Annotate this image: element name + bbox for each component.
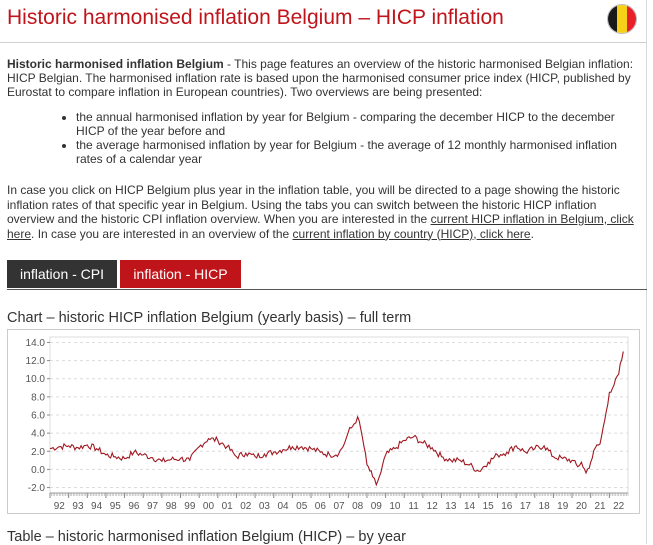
x-tick-label: 01 — [222, 501, 234, 512]
x-tick-label: 92 — [54, 501, 66, 512]
inflation-tabs: inflation - CPI inflation - HICP — [7, 260, 647, 290]
x-tick-label: 05 — [296, 501, 308, 512]
x-tick-label: 13 — [445, 501, 457, 512]
x-tick-label: 96 — [128, 501, 140, 512]
tab-inflation-cpi[interactable]: inflation - CPI — [7, 260, 117, 288]
page-header: Historic harmonised inflation Belgium – … — [0, 0, 646, 40]
x-tick-label: 95 — [110, 501, 122, 512]
intro-bold: Historic harmonised inflation Belgium — [7, 57, 224, 71]
x-tick-label: 22 — [613, 501, 625, 512]
explanation-text-2: . In case you are interested in an overv… — [31, 226, 293, 241]
inflation-chart: 14.0 12.0 10.0 8.0 6.0 4.0 2.0 0.0 -2.0 92 93 94 95 9… — [26, 336, 629, 512]
y-tick-label: -2.0 — [28, 483, 46, 494]
x-tick-label: 02 — [240, 501, 252, 512]
current-hicp-belgium-link[interactable]: current HICP inflation in Belgium, click… — [7, 212, 634, 241]
y-tick-label: 0.0 — [31, 465, 45, 476]
x-tick-label: 12 — [427, 501, 439, 512]
y-tick-label: 8.0 — [31, 392, 45, 403]
hicp-series-line — [49, 351, 624, 487]
page-title: Historic harmonised inflation Belgium – … — [7, 6, 504, 29]
x-tick-label: 09 — [371, 501, 383, 512]
x-tick-label: 08 — [352, 501, 364, 512]
belgium-flag-icon — [607, 4, 637, 34]
x-tick-label: 19 — [557, 501, 569, 512]
overview-list: the annual harmonised inflation by year … — [60, 110, 636, 166]
x-tick-label: 97 — [147, 501, 159, 512]
y-tick-label: 14.0 — [26, 338, 46, 349]
x-tick-label: 00 — [203, 501, 215, 512]
x-tick-label: 15 — [483, 501, 495, 512]
current-inflation-by-country-link[interactable]: current inflation by country (HICP), cli… — [292, 226, 531, 241]
x-tick-label: 16 — [501, 501, 513, 512]
x-tick-label: 18 — [539, 501, 551, 512]
flag-stripe-red — [626, 5, 636, 33]
x-tick-label: 11 — [408, 501, 419, 512]
list-item: the annual harmonised inflation by year … — [76, 110, 636, 138]
x-tick-label: 04 — [278, 501, 290, 512]
flag-stripe-black — [608, 5, 618, 33]
y-tick-label: 12.0 — [26, 356, 46, 367]
chart-container: 14.0 12.0 10.0 8.0 6.0 4.0 2.0 0.0 -2.0 92 93 94 95 9… — [7, 329, 640, 514]
x-tick-label: 07 — [333, 501, 345, 512]
x-tick-label: 14 — [464, 501, 476, 512]
explanation-paragraph: In case you click on HICP Belgium plus y… — [7, 183, 639, 241]
x-tick-label: 20 — [576, 501, 588, 512]
x-tick-label: 10 — [389, 501, 401, 512]
intro-paragraph: Historic harmonised inflation Belgium - … — [7, 57, 637, 99]
x-tick-label: 94 — [91, 501, 103, 512]
chart-title: Chart – historic HICP inflation Belgium … — [7, 310, 412, 326]
x-tick-label: 03 — [259, 501, 271, 512]
y-tick-label: 10.0 — [26, 374, 46, 385]
x-tick-label: 98 — [166, 501, 178, 512]
header-divider — [0, 42, 646, 43]
flag-stripe-yellow — [617, 5, 627, 33]
tab-inflation-hicp[interactable]: inflation - HICP — [120, 260, 241, 288]
x-tick-label: 17 — [520, 501, 532, 512]
list-item: the average harmonised inflation by year… — [76, 138, 636, 166]
y-tick-label: 6.0 — [31, 411, 45, 422]
explanation-text-3: . — [530, 226, 534, 241]
y-tick-label: 4.0 — [31, 429, 45, 440]
x-tick-label: 21 — [594, 501, 606, 512]
explanation-text-1: In case you click on HICP Belgium plus y… — [7, 183, 620, 226]
intro-text: - This page features an overview of the … — [7, 57, 634, 99]
x-tick-label: 93 — [72, 501, 84, 512]
y-tick-label: 2.0 — [31, 447, 45, 458]
x-tick-label: 06 — [315, 501, 327, 512]
x-tick-label: 99 — [184, 501, 196, 512]
table-title: Table – historic harmonised inflation Be… — [7, 529, 406, 545]
